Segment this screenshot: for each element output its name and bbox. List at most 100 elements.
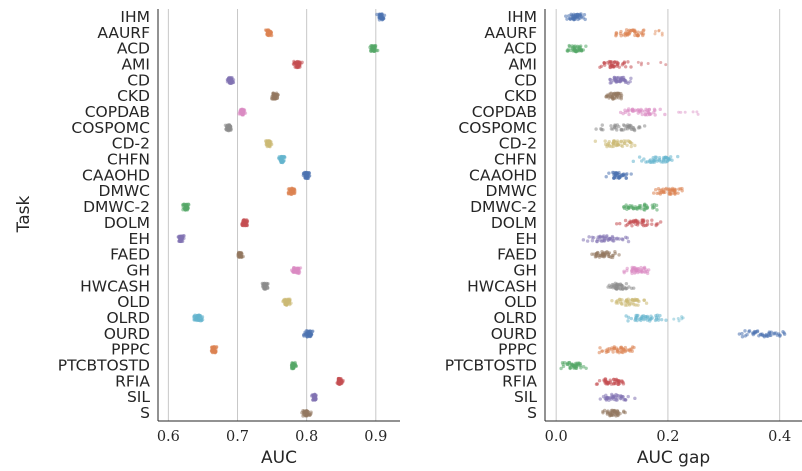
auc-gap-data-point: [630, 271, 634, 276]
auc-gap-data-point: [623, 349, 628, 354]
auc-gap-data-point: [608, 237, 612, 241]
auc-gap-data-point: [778, 334, 782, 338]
auc-gap-task-label: EH: [516, 230, 537, 248]
auc-gap-data-point: [567, 360, 572, 365]
auc-gap-task-label: FAED: [497, 246, 537, 264]
auc-gap-data-point: [614, 222, 619, 226]
auc-gap-task-label: GH: [513, 261, 537, 279]
auc-gap-data-point: [672, 187, 677, 191]
auc-gap-data-point: [636, 33, 640, 38]
auc-gap-data-point: [641, 29, 645, 33]
auc-task-label: COPDAB: [85, 103, 150, 121]
auc-data-point: [237, 255, 241, 260]
auc-gap-data-point: [652, 191, 656, 195]
auc-gap-data-point: [695, 110, 699, 114]
auc-gap-data-point: [635, 206, 639, 210]
auc-gap-data-point: [596, 235, 600, 239]
auc-gap-data-point: [577, 363, 581, 367]
auc-gap-data-point: [597, 378, 602, 383]
auc-gap-data-point: [616, 349, 620, 353]
panel-auc: IHMAAURFACDAMICDCKDCOPDABCOSPOMCCD-2CHFN…: [58, 8, 400, 468]
auc-data-point: [285, 299, 289, 303]
auc-gap-data-point: [629, 65, 633, 69]
auc-data-point: [268, 29, 273, 34]
auc-gap-data-point: [621, 238, 625, 242]
auc-task-label: COSPOMC: [71, 119, 150, 137]
auc-gap-data-point: [612, 60, 617, 64]
auc-data-point: [311, 395, 316, 399]
auc-gap-data-point: [621, 128, 625, 132]
auc-data-point: [341, 378, 345, 383]
auc-gap-task-label: CHFN: [494, 151, 537, 169]
auc-data-point: [291, 268, 295, 272]
auc-gap-data-point: [598, 346, 602, 350]
auc-data-point: [225, 128, 229, 132]
auc-gap-data-point: [628, 79, 632, 84]
auc-gap-data-point: [613, 249, 617, 254]
auc-gap-data-point: [677, 319, 681, 323]
auc-task-label: ACD: [117, 40, 150, 58]
auc-gap-data-point: [622, 205, 626, 209]
auc-gap-data-point: [592, 235, 596, 240]
auc-data-point: [288, 297, 292, 301]
auc-gap-data-point: [654, 188, 658, 192]
auc-data-point: [186, 206, 190, 210]
auc-task-label: DMWC: [99, 182, 150, 200]
auc-gap-data-point: [607, 283, 611, 287]
auc-data-point: [245, 219, 250, 223]
auc-data-point: [263, 285, 268, 289]
auc-gap-data-point: [632, 345, 636, 350]
auc-gap-data-point: [621, 395, 625, 399]
auc-gap-data-point: [664, 318, 668, 322]
auc-gap-data-point: [623, 286, 628, 290]
auc-gap-data-point: [642, 266, 647, 271]
auc-gap-data-point: [659, 160, 663, 164]
auc-task-label: IHM: [120, 8, 150, 26]
auc-task-label: OLD: [117, 293, 150, 311]
auc-gap-data-point: [655, 191, 659, 196]
auc-data-point: [290, 363, 294, 367]
auc-gap-data-point: [617, 124, 621, 129]
auc-gap-data-point: [598, 397, 602, 401]
auc-gap-data-point: [626, 394, 630, 399]
auc-gap-data-point: [628, 220, 633, 225]
auc-gap-data-point: [740, 331, 744, 336]
auc-gap-data-point: [613, 172, 618, 177]
auc-data-point: [213, 350, 217, 355]
auc-data-point: [275, 92, 279, 97]
auc-task-label: S: [140, 404, 150, 422]
auc-gap-data-point: [680, 315, 684, 319]
auc-gap-data-point: [633, 297, 637, 302]
auc-gap-data-point: [645, 219, 650, 223]
auc-gap-data-point: [614, 410, 618, 414]
auc-gap-data-point: [625, 236, 629, 240]
auc-gap-data-point: [623, 108, 627, 112]
auc-gap-task-label: HWCASH: [467, 277, 537, 295]
auc-gap-data-point: [660, 33, 664, 37]
auc-gap-data-point: [611, 64, 615, 68]
auc-gap-data-point: [772, 332, 776, 336]
auc-gap-data-point: [605, 143, 610, 147]
auc-gap-data-point: [625, 268, 629, 273]
auc-gap-data-point: [577, 16, 581, 20]
auc-gap-data-point: [583, 17, 587, 22]
auc-x-tick-label: 0.8: [295, 429, 318, 445]
auc-data-point: [242, 218, 246, 222]
auc-gap-data-point: [597, 350, 601, 355]
auc-gap-data-point: [568, 44, 572, 49]
auc-gap-data-point: [607, 140, 611, 144]
auc-gap-data-point: [579, 48, 584, 52]
auc-gap-data-point: [601, 253, 606, 258]
auc-gap-data-point: [587, 235, 591, 239]
auc-gap-data-point: [610, 298, 614, 303]
auc-gap-data-point: [609, 347, 614, 352]
auc-data-point: [303, 175, 307, 180]
auc-gap-data-point: [627, 112, 631, 117]
auc-gap-data-point: [626, 60, 630, 64]
auc-gap-task-label: SIL: [514, 388, 537, 406]
auc-gap-x-axis-label: AUC gap: [637, 448, 710, 468]
auc-gap-data-point: [681, 316, 685, 320]
auc-data-point: [268, 142, 272, 146]
auc-data-point: [227, 126, 231, 130]
auc-gap-data-point: [633, 318, 637, 322]
